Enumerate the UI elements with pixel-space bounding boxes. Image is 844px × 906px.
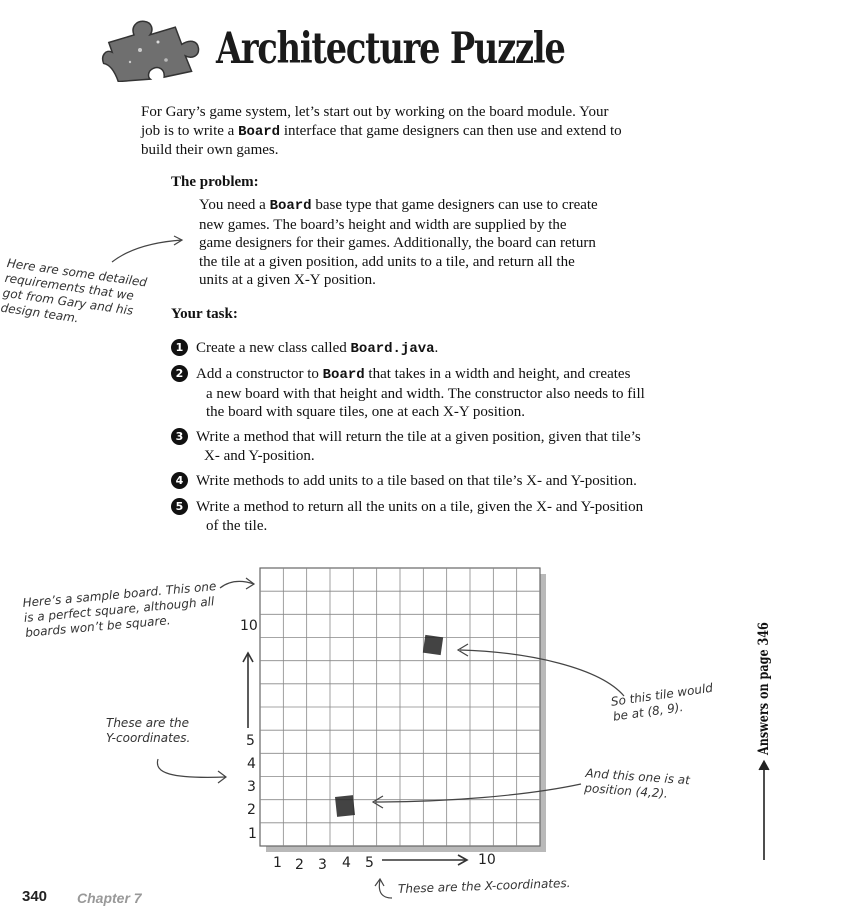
x-coordinates-arrow bbox=[374, 877, 393, 899]
x-label-1: 1 bbox=[273, 855, 282, 871]
tile-4-2-annotation: And this one is at position (4,2). bbox=[583, 766, 691, 801]
y-label-2: 2 bbox=[247, 802, 256, 818]
intro-paragraph: For Gary’s game system, let’s start out … bbox=[141, 104, 622, 159]
x-coordinates-annotation: These are the X-coordinates. bbox=[397, 875, 571, 897]
puzzle-piece-icon bbox=[102, 20, 200, 82]
sample-board-arrow bbox=[219, 577, 256, 590]
step-number-5: 5 bbox=[171, 498, 188, 515]
step-number-4: 4 bbox=[171, 472, 188, 489]
task-item-4: 4 Write methods to add units to a tile ba… bbox=[171, 472, 671, 491]
task-item-2: 2 Add a constructor to Board that takes i… bbox=[171, 365, 671, 422]
problem-text: You need a Board base type that game des… bbox=[199, 197, 598, 289]
x-label-3: 3 bbox=[318, 857, 327, 873]
task-item-3: 3 Write a method that will return the til… bbox=[171, 428, 671, 465]
y-coordinates-annotation: These are the Y-coordinates. bbox=[106, 716, 191, 745]
arrow-to-tile-8-9 bbox=[456, 643, 625, 697]
page-title: Architecture Puzzle bbox=[216, 24, 566, 74]
y-coordinates-arrow bbox=[156, 758, 227, 784]
y-label-1: 1 bbox=[248, 826, 257, 842]
side-note-arrow bbox=[758, 759, 770, 860]
tile-8-9 bbox=[422, 634, 444, 656]
x-label-4: 4 bbox=[342, 855, 351, 871]
y-label-4: 4 bbox=[247, 756, 256, 772]
problem-heading: The problem: bbox=[171, 174, 259, 190]
x-label-10: 10 bbox=[478, 852, 496, 868]
x-label-2: 2 bbox=[295, 857, 304, 873]
step-number-3: 3 bbox=[171, 428, 188, 445]
requirements-annotation: Here are some detailed requirements that… bbox=[0, 256, 148, 326]
requirements-arrow bbox=[111, 235, 184, 263]
y-label-10: 10 bbox=[240, 618, 258, 634]
answers-side-note: Answers on page 346 bbox=[756, 622, 772, 755]
grid-lines bbox=[260, 568, 540, 846]
y-axis-arrow bbox=[242, 651, 254, 728]
step-number-1: 1 bbox=[171, 339, 188, 356]
tile-4-2 bbox=[335, 795, 355, 817]
page-number: 340 bbox=[22, 888, 48, 905]
sample-board bbox=[259, 567, 546, 852]
x-label-5: 5 bbox=[365, 855, 374, 871]
step-number-2: 2 bbox=[171, 365, 188, 382]
board-grid bbox=[259, 567, 546, 852]
y-label-3: 3 bbox=[247, 779, 256, 795]
task-item-5: 5 Write a method to return all the units … bbox=[171, 498, 671, 535]
task-item-1: 1 Create a new class called Board.java. bbox=[171, 339, 671, 359]
chapter-label: Chapter 7 bbox=[77, 890, 142, 906]
arrow-to-tile-4-2 bbox=[371, 783, 582, 809]
x-axis-arrow bbox=[382, 854, 469, 866]
task-heading: Your task: bbox=[171, 306, 238, 322]
sample-board-annotation: Here’s a sample board. This one is a per… bbox=[22, 579, 217, 640]
y-label-5: 5 bbox=[246, 733, 255, 749]
